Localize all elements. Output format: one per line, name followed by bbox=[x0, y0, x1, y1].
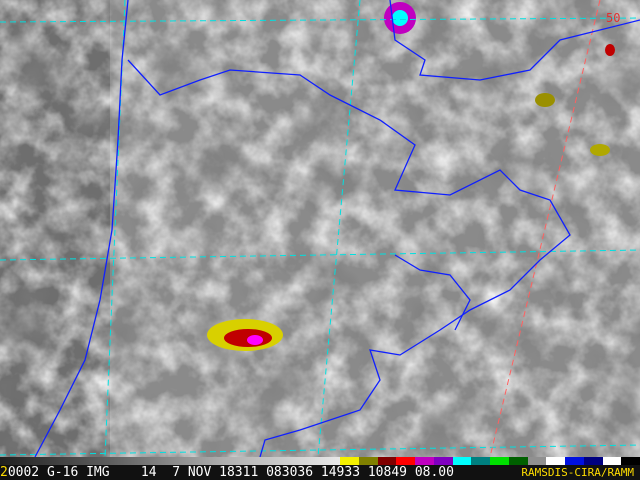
convective-cells bbox=[207, 2, 615, 351]
color-scale-segment bbox=[340, 457, 359, 465]
color-scale-segment bbox=[415, 457, 434, 465]
color-scale-segment bbox=[433, 457, 453, 465]
color-scale-segment bbox=[508, 457, 528, 465]
color-scale-segment bbox=[527, 457, 547, 465]
satellite-image: 50 bbox=[0, 0, 640, 457]
color-scale-segment bbox=[546, 457, 565, 465]
color-scale-segment bbox=[490, 457, 509, 465]
color-scale-segment bbox=[452, 457, 472, 465]
dark-regions bbox=[0, 0, 640, 457]
frame-number: 2 bbox=[0, 465, 8, 480]
color-scale-segment bbox=[621, 457, 640, 465]
color-scale-segment bbox=[358, 457, 378, 465]
color-scale-bar bbox=[0, 457, 640, 465]
grayscale-segment bbox=[0, 457, 340, 465]
color-scale-segment bbox=[602, 457, 622, 465]
image-metadata: 0002 G-16 IMG 14 7 NOV 18311 083036 1493… bbox=[7, 465, 454, 480]
latitude-label: 50 bbox=[606, 11, 620, 25]
color-scale-segment bbox=[583, 457, 603, 465]
lat-lon-grid bbox=[0, 0, 640, 457]
image-info-bar: 20002 G-16 IMG 14 7 NOV 18311 083036 149… bbox=[0, 465, 640, 480]
color-scale-segment bbox=[377, 457, 397, 465]
credit-label: RAMSDIS-CIRA/RAMM bbox=[521, 465, 634, 480]
color-scale-segment bbox=[565, 457, 584, 465]
color-scale-segment bbox=[471, 457, 490, 465]
color-scale-segment bbox=[396, 457, 415, 465]
coastlines-borders bbox=[34, 0, 640, 457]
